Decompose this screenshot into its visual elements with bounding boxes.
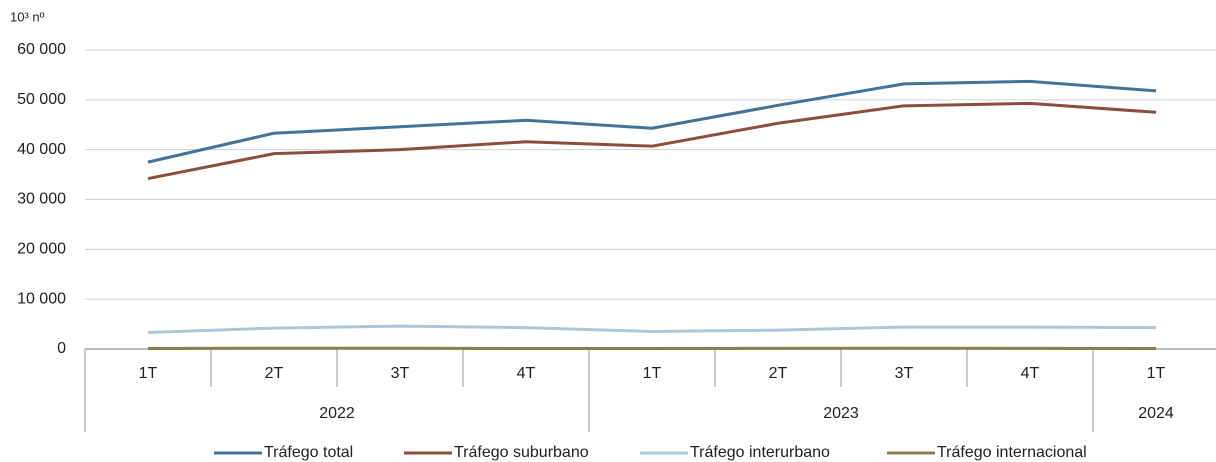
y-axis-label: 10³ nº (10, 9, 45, 24)
line-series (147, 79, 1157, 164)
legend-label: Tráfego internacional (937, 444, 1087, 461)
legend-label: Tráfego interurbano (690, 444, 830, 461)
y-tick-label: 0 (57, 340, 66, 357)
group-label: 2023 (823, 405, 859, 422)
legend-label: Tráfego suburbano (454, 444, 589, 461)
x-tick-label: 2T (769, 365, 788, 382)
y-tick-label: 20 000 (17, 241, 66, 258)
line-series (147, 101, 1157, 181)
x-tick-label: 3T (391, 365, 410, 382)
y-tick-label: 10 000 (17, 290, 66, 307)
x-tick-label: 1T (1147, 365, 1166, 382)
x-tick-label: 2T (265, 365, 284, 382)
group-label: 2024 (1138, 405, 1174, 422)
group-label: 2022 (319, 405, 355, 422)
legend-label: Tráfego total (264, 444, 353, 461)
y-tick-label: 60 000 (17, 41, 66, 58)
x-tick-label: 3T (895, 365, 914, 382)
y-tick-label: 50 000 (17, 91, 66, 108)
x-tick-label: 1T (139, 365, 158, 382)
x-tick-label: 1T (643, 365, 662, 382)
x-tick-label: 4T (1021, 365, 1040, 382)
line-series (147, 324, 1157, 335)
y-tick-label: 40 000 (17, 141, 66, 158)
y-tick-label: 30 000 (17, 191, 66, 208)
x-tick-label: 4T (517, 365, 536, 382)
